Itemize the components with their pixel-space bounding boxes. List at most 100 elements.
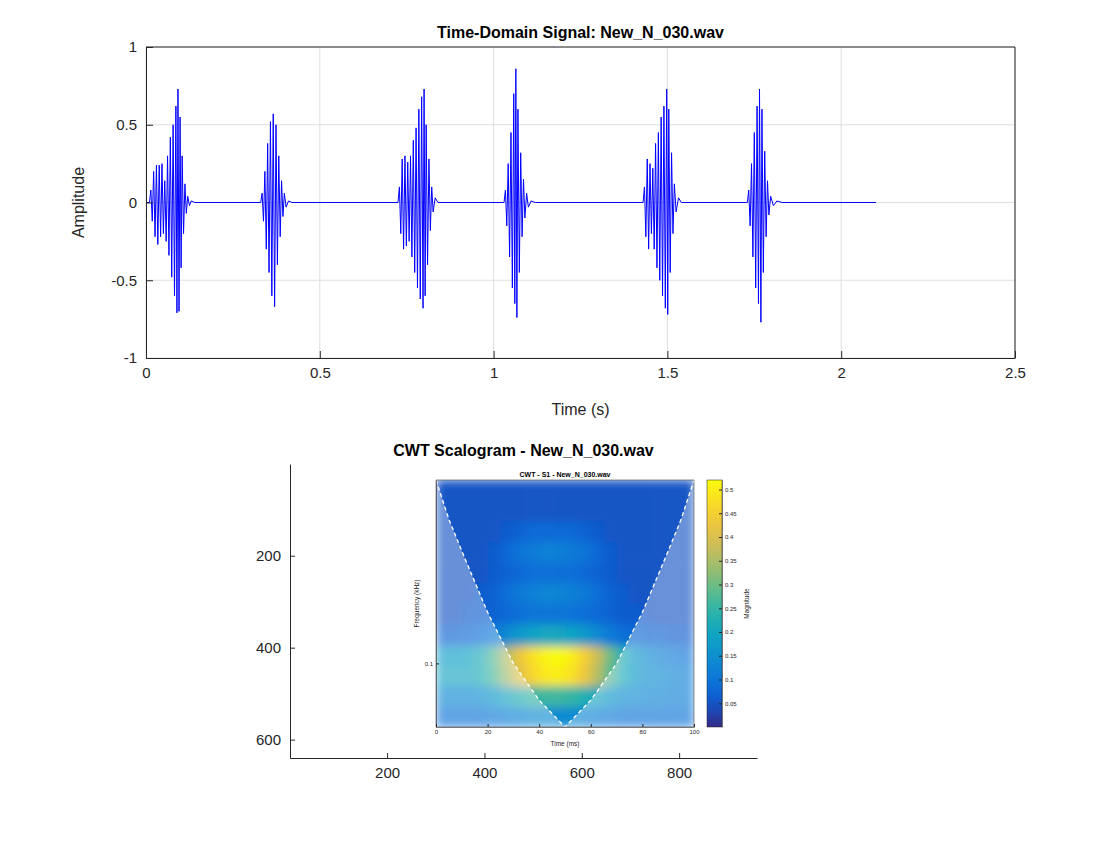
tick-label: 1: [129, 38, 137, 55]
heatmap-cell: [642, 562, 656, 584]
heatmap-cell: [552, 583, 566, 603]
tick: 1: [490, 351, 498, 381]
heatmap-cell: [513, 646, 527, 666]
tick: 0.5: [719, 487, 734, 493]
heatmap-cell: [552, 666, 566, 687]
axis-line: [436, 481, 437, 728]
heatmap-cell: [630, 480, 644, 501]
tick-mark: [488, 724, 489, 727]
tick-mark: [719, 490, 722, 491]
tick: 60: [588, 724, 595, 735]
tick-label: 0: [142, 364, 150, 381]
heatmap-cell: [565, 521, 579, 542]
tick: 200: [256, 547, 295, 564]
scalogram: 0204060801000.10.050.10.150.20.250.30.35…: [413, 471, 751, 748]
colorbar-title: Magnitude: [743, 588, 751, 619]
tick-mark: [146, 203, 153, 204]
heatmap-cell: [591, 603, 605, 625]
heatmap-cell: [501, 562, 515, 584]
tick-mark: [841, 351, 842, 358]
heatmap-cell: [488, 500, 502, 522]
axis-line: [147, 358, 1016, 359]
heatmap-cell: [617, 603, 631, 625]
tick: 600: [256, 731, 295, 748]
tick-mark: [679, 753, 680, 758]
tick: 80: [640, 724, 647, 735]
heatmap-cell: [668, 500, 682, 522]
heatmap-cell: [513, 562, 527, 584]
heatmap-cell: [604, 646, 618, 666]
heatmap-cell: [630, 542, 644, 563]
tick-mark: [539, 724, 540, 727]
heatmap-cell: [552, 562, 566, 584]
tick: 0.35: [719, 558, 737, 564]
cells: [436, 480, 694, 727]
tick-mark: [494, 351, 495, 358]
heatmap-cell: [475, 562, 489, 584]
heatmap-cell: [578, 480, 592, 501]
tick-label: 0.2: [725, 629, 734, 635]
heatmap-cell: [604, 624, 618, 646]
colorbar: [707, 480, 722, 727]
figure-container: 00.511.522.5-1-0.500.51Time-Domain Signa…: [0, 0, 1110, 843]
heatmap-cell: [552, 646, 566, 666]
heatmap-cell: [526, 562, 540, 584]
heatmap-cell: [642, 500, 656, 522]
heatmap-cell: [655, 480, 669, 501]
tick-mark: [484, 753, 485, 758]
y-axis-title: Frequency (kHz): [413, 579, 421, 627]
tick-label: 0.45: [725, 511, 737, 517]
heatmap-cell: [578, 562, 592, 584]
tick: 0.15: [719, 653, 737, 659]
tick-mark: [719, 680, 722, 681]
heatmap-cell: [501, 603, 515, 625]
tick-mark: [719, 608, 722, 609]
tick-mark: [719, 537, 722, 538]
heatmap-cell: [578, 666, 592, 687]
tick-label: 200: [256, 547, 281, 564]
heatmap-cell: [591, 542, 605, 563]
tick-mark: [320, 351, 321, 358]
axis-line: [290, 465, 291, 759]
tick-mark: [719, 656, 722, 657]
tick-mark: [436, 663, 439, 664]
grid-line: [146, 280, 1015, 281]
image-axes: 200400600800200400600CWT Scalogram - New…: [256, 442, 758, 781]
tick: -1: [124, 349, 153, 366]
heatmap-cell: [578, 646, 592, 666]
tick-label: 0.5: [725, 487, 734, 493]
heatmap-cell: [462, 521, 476, 542]
tick: 0.5: [116, 116, 153, 133]
tick-label: 2: [838, 364, 846, 381]
tick: 0.25: [719, 606, 737, 612]
tick-label: 1: [490, 364, 498, 381]
heatmap-cell: [539, 521, 553, 542]
tick-mark: [667, 351, 668, 358]
heatmap-cell: [655, 521, 669, 542]
tick-label: -1: [124, 349, 137, 366]
tick-label: 60: [588, 729, 595, 735]
heatmap-cell: [526, 624, 540, 646]
heatmap-cell: [565, 542, 579, 563]
heatmap-cell: [552, 624, 566, 646]
tick-mark: [591, 724, 592, 727]
heatmap-cell: [513, 603, 527, 625]
tick: 400: [256, 639, 295, 656]
heatmap-cell: [513, 500, 527, 522]
heatmap-cell: [642, 542, 656, 563]
heatmap-cell: [617, 562, 631, 584]
heatmap-cell: [488, 583, 502, 603]
figure-background: [0, 0, 1110, 843]
tick-mark: [642, 724, 643, 727]
x-axis: 020406080100: [435, 724, 700, 735]
heatmap-cell: [578, 521, 592, 542]
tick-label: 100: [689, 729, 700, 735]
heatmap-cell: [513, 624, 527, 646]
tick: 40: [536, 724, 543, 735]
heatmap-cell: [591, 624, 605, 646]
heatmap-cell: [630, 521, 644, 542]
tick-label: 0: [129, 194, 137, 211]
heatmap-cell: [552, 686, 566, 707]
tick-mark: [146, 358, 153, 359]
tick-label: 0.1: [425, 661, 434, 667]
